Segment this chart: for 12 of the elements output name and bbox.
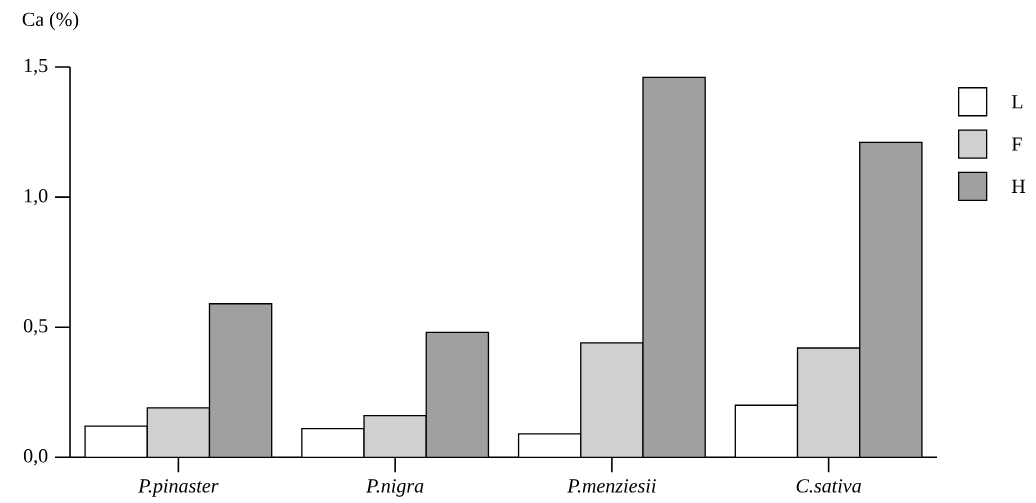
legend-label: L (1011, 95, 1023, 109)
x-tick-label: P.pinaster (138, 479, 219, 497)
x-tick-label: P.nigra (366, 479, 424, 497)
y-tick-label: 1,0 (24, 188, 48, 206)
y-tick-label: 0,0 (23, 449, 48, 466)
legend-label: F (1011, 137, 1022, 151)
y-axis-title: Ca (%) (22, 11, 79, 31)
legend-label: H (1011, 179, 1026, 193)
y-tick-label: 1,5 (24, 58, 48, 76)
x-tick-label: P.menziesii (567, 479, 656, 493)
x-tick-label: C.sativa (796, 479, 861, 493)
y-tick-label: 0,5 (23, 319, 48, 336)
